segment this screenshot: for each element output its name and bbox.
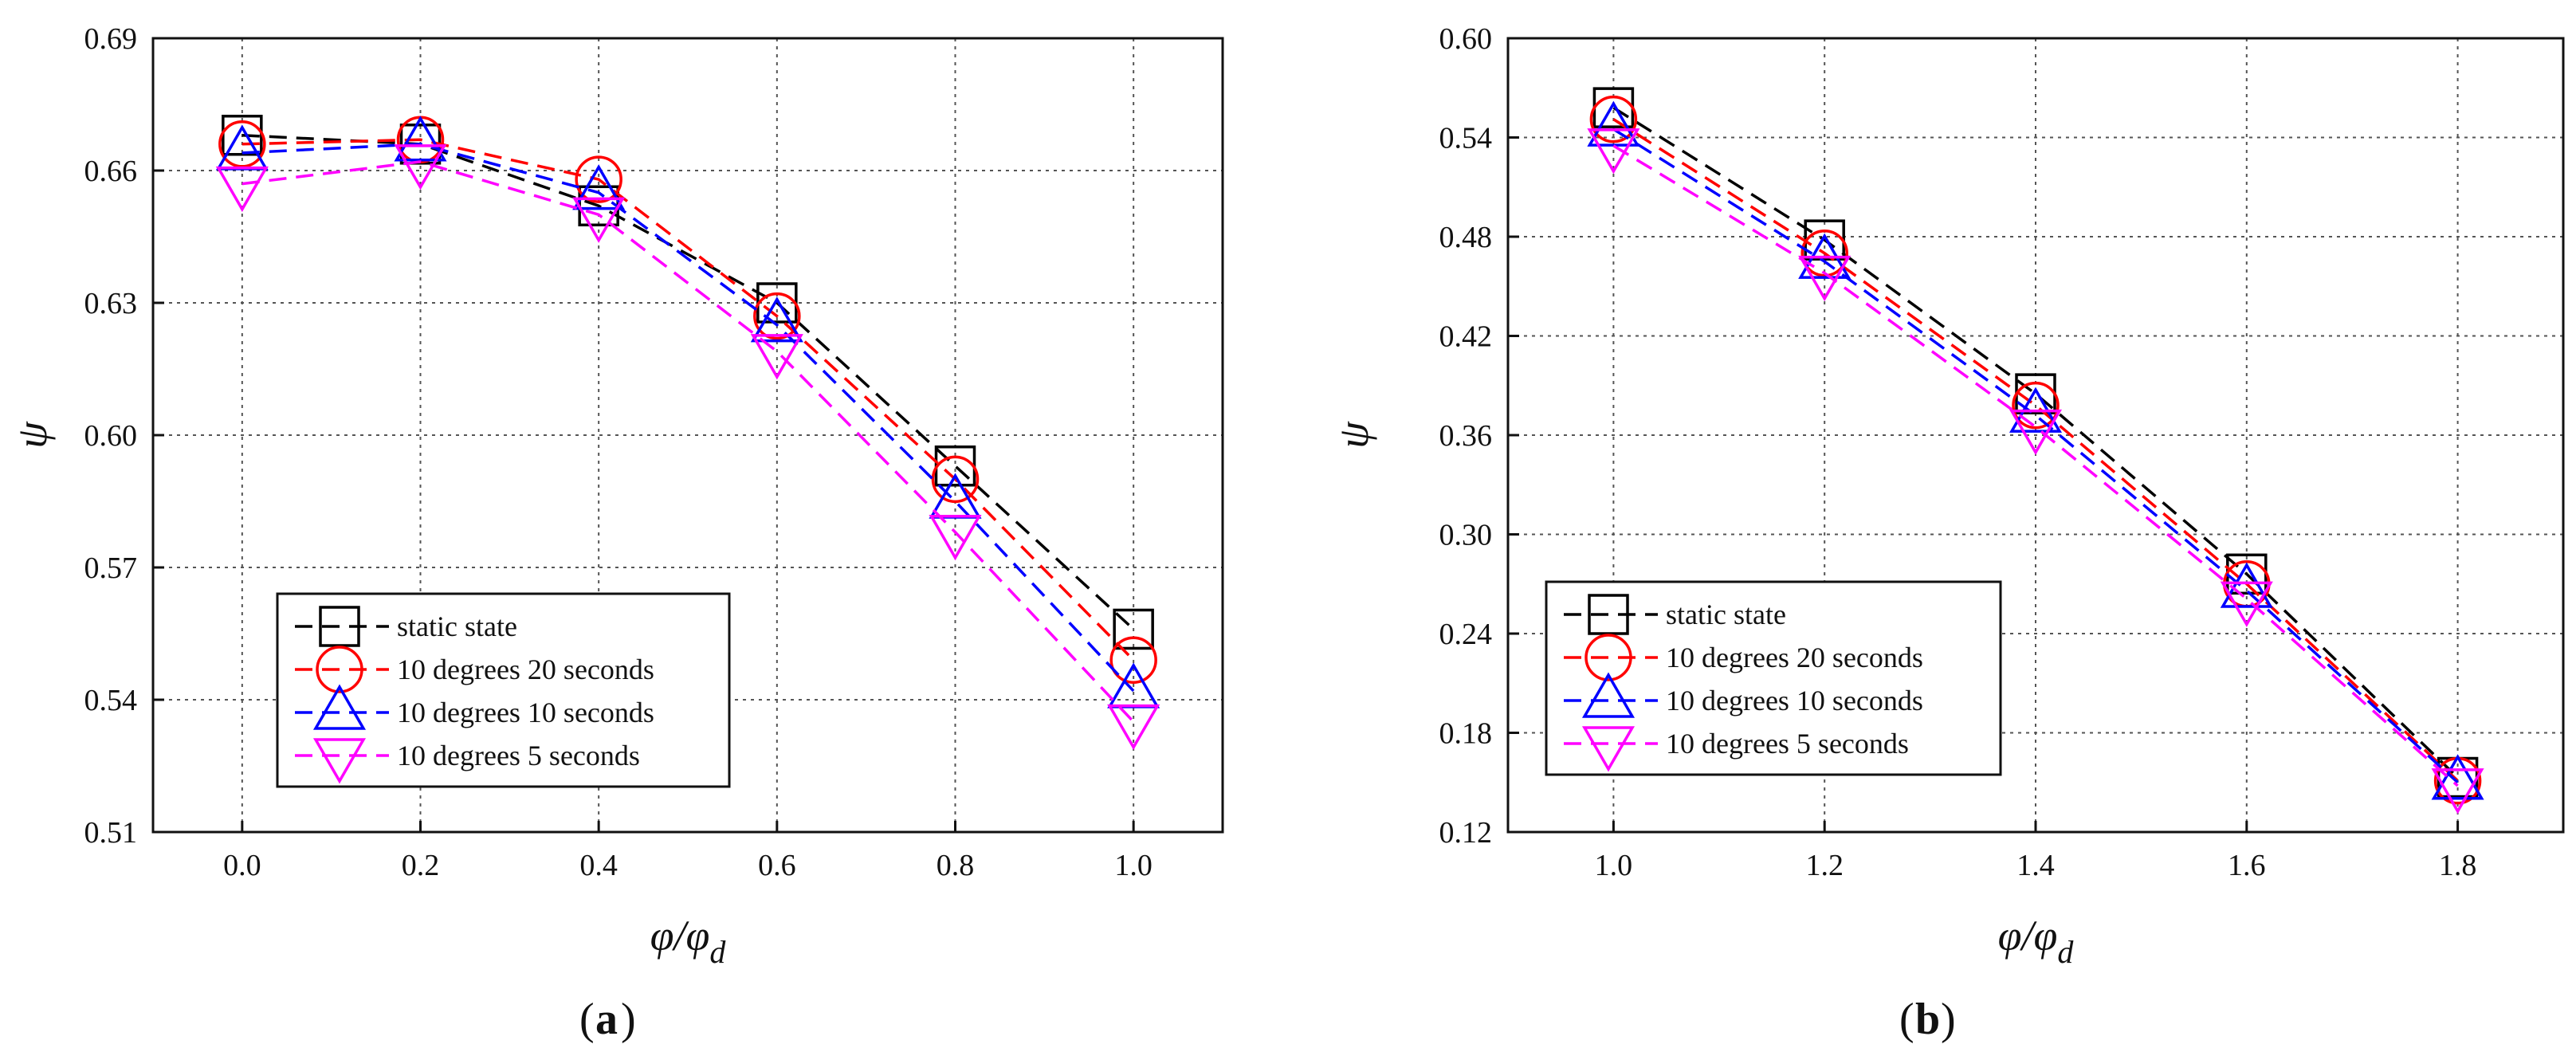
panel-a-series-1-point-0 [218,120,266,168]
panel-a-ytick-label-4: 0.63 [84,287,138,320]
panel-a-series-1-point-4 [931,455,980,504]
panel-b-xtick-label-3: 1.6 [2228,849,2266,882]
panel-b-ytick-label-8: 0.60 [1439,22,1493,56]
panel-a-legend-label-3: 10 degrees 5 seconds [397,740,640,771]
panel-a-series-3-point-3 [750,334,803,380]
panel-b-series-3-point-0 [1587,128,1640,175]
panel-b-legend-marker-0 [1588,594,1629,635]
panel-b-ytick-label-7: 0.54 [1439,122,1493,155]
panel-b-x-axis-label: φ/φd [1998,912,2075,970]
panel-b-xtick-label-0: 1.0 [1595,849,1633,882]
panel-a-ytick-label-2: 0.57 [84,552,138,585]
panel-b-xtick-label-2: 1.4 [2016,849,2055,882]
panel-a-xtick-label-2: 0.4 [579,849,618,882]
panel-a-series-line-2 [242,143,1135,693]
panel-a-series-3-point-1 [394,144,447,190]
panel-b-legend-label-0: static state [1666,599,1786,630]
panel-a-ytick-label-1: 0.54 [84,684,138,717]
panel-b-series-line-1 [1612,118,2459,782]
panel-b-legend-marker-1 [1584,634,1632,681]
chart-panel-a: 0.0 0.2 0.4 0.6 0.8 1.0 0.51 0.54 0.57 0.60 0.63 0.… [8,22,1224,970]
panel-a-series-3-point-4 [929,514,982,561]
panel-a-legend-label-1: 10 degrees 20 seconds [397,654,654,685]
panel-b-ytick-label-4: 0.36 [1439,419,1493,453]
panel-a-legend-label-0: static state [397,610,517,642]
panel-a-series-3-point-5 [1107,704,1160,751]
caption-b-letter: b [1915,995,1940,1044]
panel-b-legend-label-2: 10 degrees 10 seconds [1666,685,1923,716]
panel-b-legend-label-3: 10 degrees 5 seconds [1666,728,1909,760]
panel-b-legend-marker-3 [1581,726,1636,772]
panel-a-xtick-label-0: 0.0 [223,849,261,882]
panel-a-series-2-point-3 [750,296,803,343]
panel-b-series-2-point-0 [1587,100,1640,147]
panel-a-xtick-label-1: 0.2 [402,849,440,882]
panel-b-ytick-label-0: 0.12 [1439,816,1493,850]
panel-b-series-1-point-0 [1589,95,1638,143]
panel-a-series-2-point-1 [394,116,447,162]
panel-b-xtick-label-4: 1.8 [2439,849,2477,882]
caption-a-letter: a [595,995,618,1044]
panel-b-legend: static state 10 degrees 20 seconds 10 degr… [1545,580,2002,776]
caption-a-close-paren: ) [621,995,636,1044]
panel-a-legend-marker-2 [312,684,367,730]
panel-b-series-line-2 [1612,128,2459,784]
panel-b-y-axis-label: ψ [1329,421,1377,449]
panel-a-series-line-0 [242,133,1135,630]
panel-b-series-2-point-3 [2220,562,2273,608]
panel-b-series-3-point-2 [2009,409,2063,456]
panel-a-x-axis-label: φ/φd [650,912,727,970]
panel-b-series-3-point-4 [2431,768,2484,815]
panel-a-xtick-label-4: 0.8 [937,849,975,882]
caption-b-open-paren: ( [1899,995,1914,1044]
panel-a-ytick-label-5: 0.66 [84,155,138,188]
chart-panel-b: 1.0 1.2 1.4 1.6 1.8 0.12 0.18 0.24 0.30 0.36 0.42 0… [1329,22,2565,970]
panel-a-series-1-point-5 [1109,636,1157,684]
panel-a-series-2-point-0 [215,124,269,171]
panel-a-ytick-label-3: 0.60 [84,419,138,453]
panel-a-series-1-point-2 [575,155,622,203]
panel-a-ytick-label-6: 0.69 [84,22,138,56]
panel-b-series-3-point-1 [1798,255,1852,302]
panel-a-legend: static state 10 degrees 20 seconds 10 degr… [276,592,731,788]
panel-a-series-2-point-2 [572,164,626,210]
panel-b-legend-label-1: 10 degrees 20 seconds [1666,642,1923,673]
panel-a-series-0-point-5 [1113,608,1154,650]
panel-a-xtick-label-5: 1.0 [1114,849,1153,882]
panel-b-legend-marker-2 [1581,672,1636,718]
panel-b-ytick-label-5: 0.42 [1439,320,1493,354]
panel-a-series-line-3 [242,160,1135,723]
panel-a-legend-marker-3 [312,738,367,784]
panel-a-series-1-point-3 [753,292,801,340]
panel-b-series-2-point-4 [2431,754,2484,800]
caption-b-close-paren: ) [1941,995,1956,1044]
panel-b-ytick-label-3: 0.30 [1439,519,1493,552]
panel-b-series-line-0 [1612,106,2459,779]
panel-a-ytick-label-0: 0.51 [84,816,138,850]
panel-b-xtick-label-1: 1.2 [1805,849,1844,882]
panel-b-ytick-label-2: 0.24 [1439,618,1493,651]
panel-b-ytick-label-6: 0.48 [1439,221,1493,254]
panel-b-series-line-3 [1612,144,2459,787]
panel-a-y-axis-label: ψ [8,421,56,449]
caption-a-open-paren: ( [579,995,595,1044]
panel-a-series-3-point-2 [572,197,626,243]
panel-b-series-1-point-2 [2012,381,2060,430]
panel-b-ytick-label-1: 0.18 [1439,717,1493,751]
panel-a-series-line-1 [242,138,1135,661]
panel-a-legend-marker-0 [319,606,360,647]
panel-b-series-1-point-1 [1800,230,1848,277]
panel-a-legend-marker-1 [316,646,363,693]
panel-b-series-3-point-3 [2220,581,2273,627]
panel-a-series-3-point-0 [215,166,269,213]
panel-a-xtick-label-3: 0.6 [758,849,796,882]
panel-a-legend-label-2: 10 degrees 10 seconds [397,697,654,728]
